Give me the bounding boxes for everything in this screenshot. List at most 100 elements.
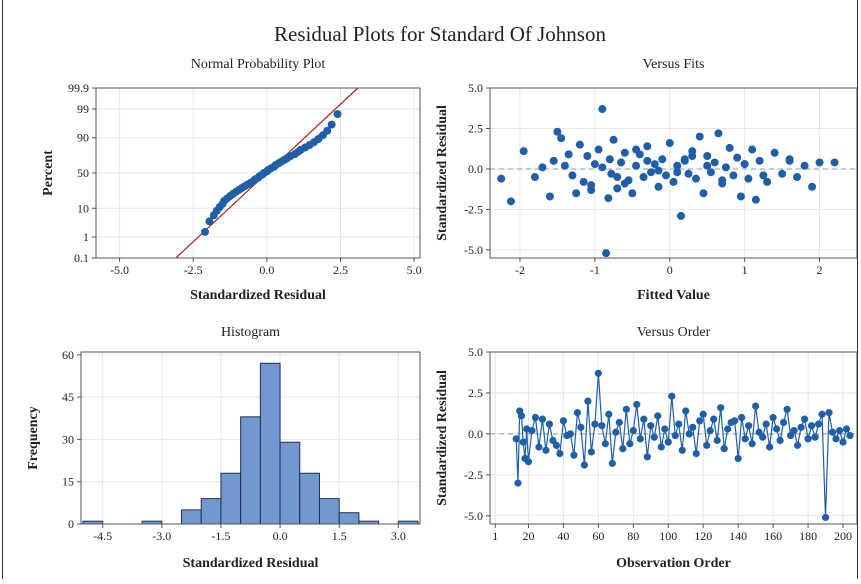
- plot-area-0: [95, 87, 421, 259]
- x-tick-label-3: 60: [592, 529, 604, 543]
- order-point: [846, 431, 854, 440]
- order-point: [790, 427, 798, 435]
- residual-point: [553, 127, 562, 136]
- order-point: [664, 438, 672, 446]
- order-point: [832, 435, 840, 443]
- order-point: [748, 440, 756, 448]
- residual-point: [676, 211, 685, 220]
- residual-point: [763, 177, 772, 186]
- residual-point: [639, 173, 648, 182]
- order-point: [598, 422, 606, 430]
- y-axis-label-3: Standardized Residual: [435, 370, 450, 506]
- x-tick-label-3: 140: [729, 529, 747, 543]
- order-point: [696, 417, 704, 425]
- order-point: [713, 436, 721, 445]
- order-point: [769, 413, 777, 422]
- y-tick-label-3: 0.0: [468, 427, 483, 441]
- order-point: [668, 392, 676, 400]
- order-point: [738, 413, 746, 422]
- residual-point: [607, 169, 616, 178]
- order-point: [724, 425, 732, 433]
- order-point: [552, 441, 561, 449]
- order-point: [580, 461, 588, 469]
- order-point: [528, 427, 536, 435]
- order-point: [720, 445, 728, 453]
- order-point: [678, 446, 686, 454]
- residual-point: [684, 169, 693, 178]
- histogram-bar: [259, 362, 281, 525]
- histogram-bar: [338, 512, 360, 525]
- order-point: [657, 443, 665, 451]
- order-point: [675, 420, 683, 428]
- order-point: [839, 438, 847, 446]
- residual-point: [545, 192, 554, 201]
- probability-point: [205, 217, 214, 226]
- order-point: [524, 458, 533, 466]
- order-point: [811, 433, 819, 441]
- residual-point: [587, 186, 596, 194]
- residual-point: [583, 152, 592, 160]
- residual-point: [602, 249, 611, 258]
- order-point: [622, 405, 630, 413]
- y-tick-label-0: 0.1: [74, 251, 89, 265]
- y-tick-label-1: 0.0: [468, 162, 483, 176]
- residual-point: [662, 171, 671, 180]
- residual-point: [654, 182, 663, 191]
- residual-point: [519, 147, 528, 156]
- y-axis-label-1: Standardized Residual: [435, 105, 450, 241]
- y-tick-label-3: -2.5: [464, 468, 483, 482]
- order-point: [608, 459, 616, 467]
- order-point: [814, 420, 823, 428]
- x-axis-label-1: Fitted Value: [637, 288, 710, 303]
- y-tick-label-0: 50: [77, 166, 89, 180]
- order-point: [640, 415, 648, 423]
- residual-point: [729, 171, 738, 180]
- residual-point: [669, 177, 678, 186]
- order-point: [776, 436, 784, 445]
- residual-point: [564, 150, 573, 159]
- order-point: [745, 422, 753, 430]
- residual-point: [647, 168, 656, 177]
- residual-point: [770, 148, 779, 157]
- x-axis-label-2: Standardized Residual: [183, 556, 319, 571]
- residual-point: [497, 174, 506, 183]
- residual-point: [632, 161, 641, 170]
- order-point: [818, 410, 826, 418]
- residual-point: [785, 156, 794, 165]
- order-point: [587, 448, 595, 456]
- x-tick-label-2: 1.5: [332, 529, 347, 543]
- x-tick-label-3: 160: [764, 529, 782, 543]
- x-tick-label-3: 1: [492, 529, 498, 543]
- order-point: [821, 513, 830, 522]
- residual-point: [620, 148, 629, 157]
- y-tick-label-2: 30: [62, 432, 74, 446]
- residual-point: [751, 195, 760, 204]
- residual-point: [560, 161, 569, 170]
- x-tick-label-1: -1: [590, 263, 600, 277]
- residual-point: [506, 197, 515, 206]
- x-tick-label-0: 5.0: [407, 263, 422, 277]
- order-point: [825, 409, 833, 417]
- x-tick-label-2: -4.5: [93, 529, 112, 543]
- order-point: [731, 417, 739, 425]
- residual-point: [549, 156, 558, 165]
- residual-point: [778, 169, 787, 178]
- y-tick-label-2: 45: [62, 390, 74, 404]
- residual-point: [654, 166, 663, 175]
- residual-point: [703, 161, 712, 170]
- residual-point: [680, 155, 689, 164]
- x-tick-label-1: -2: [515, 263, 525, 277]
- residual-point: [628, 189, 637, 198]
- order-point: [626, 440, 634, 448]
- order-point: [556, 449, 564, 458]
- order-point: [734, 454, 742, 463]
- y-tick-label-2: 60: [62, 348, 74, 362]
- probability-point: [200, 227, 209, 236]
- residual-point: [710, 158, 719, 167]
- panel-title-0: Normal Probability Plot: [191, 57, 326, 72]
- frame-left-edge: [2, 0, 3, 579]
- order-point: [647, 422, 655, 430]
- residual-point: [800, 161, 809, 170]
- residual-point: [733, 153, 742, 162]
